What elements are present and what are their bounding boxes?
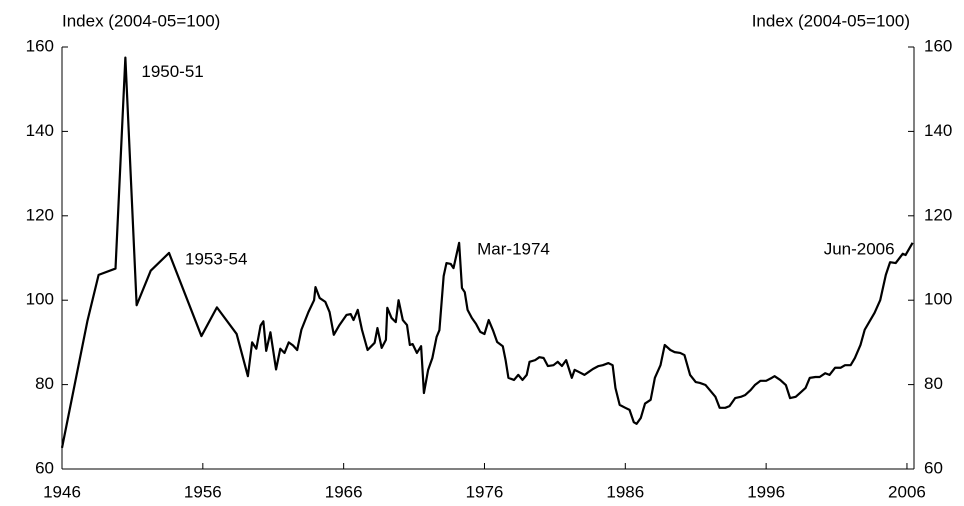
y-tick-label: 60: [35, 458, 54, 477]
annotation: Mar-1974: [477, 239, 550, 258]
x-tick-label: 1986: [606, 482, 644, 501]
annotation: 1950-51: [141, 62, 203, 81]
x-tick-label: 1976: [466, 482, 504, 501]
x-tick-label: 1966: [325, 482, 363, 501]
annotation: 1953-54: [185, 249, 247, 268]
y2-axis-label: Index (2004-05=100): [752, 11, 910, 30]
x-tick-label: 1946: [43, 482, 81, 501]
y2-tick-label: 120: [924, 205, 952, 224]
y2-tick-label: 80: [924, 374, 943, 393]
y2-tick-label: 160: [924, 36, 952, 55]
y2-tick-label: 100: [924, 290, 952, 309]
y-tick-label: 100: [26, 290, 54, 309]
x-tick-label: 1956: [184, 482, 222, 501]
y2-tick-label: 140: [924, 121, 952, 140]
y2-tick-label: 60: [924, 458, 943, 477]
y-tick-label: 120: [26, 205, 54, 224]
x-tick-label: 2006: [888, 482, 926, 501]
y-tick-label: 80: [35, 374, 54, 393]
data-line: [60, 56, 914, 449]
x-tick-label: 1996: [747, 482, 785, 501]
annotation: Jun-2006: [824, 239, 895, 258]
y-tick-label: 140: [26, 121, 54, 140]
y-axis-label: Index (2004-05=100): [62, 11, 220, 30]
y-tick-label: 160: [26, 36, 54, 55]
